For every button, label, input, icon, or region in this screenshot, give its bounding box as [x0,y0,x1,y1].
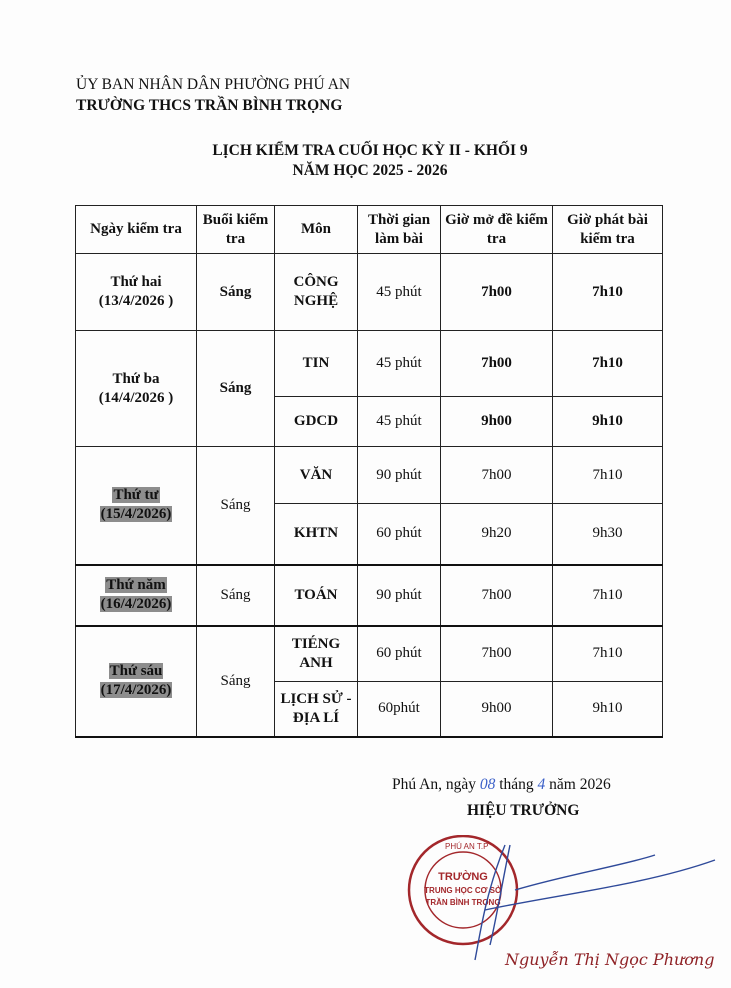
open-time: 7h00 [440,624,553,682]
session: Sáng [196,253,275,331]
subject: GDCD [274,396,358,447]
open-time: 9h00 [440,681,553,737]
table-row: Thứ tư (15/4/2026) Sáng VĂN 90 phút 7h00 … [75,446,663,565]
distribute-time: 7h10 [552,446,663,504]
signer-role: HIỆU TRƯỞNG [467,802,580,819]
open-time: 9h20 [440,503,553,565]
authority-name: ỦY BAN NHÂN DÂN PHƯỜNG PHÚ AN [76,76,351,93]
column-header: Giờ mở đề kiểm tra [440,205,553,254]
document-title: LỊCH KIỂM TRA CUỐI HỌC KỲ II - KHỐI 9 [212,142,528,159]
svg-text:TRƯỜNG: TRƯỜNG [438,870,488,883]
table-header-row: Ngày kiểm tra Buổi kiểm tra Môn Thời gia… [75,205,663,254]
duration: 90 phút [357,446,441,504]
table-row: Thứ ba (14/4/2026 ) Sáng TIN 45 phút 7h00… [75,330,663,447]
distribute-time: 9h10 [552,396,663,447]
exam-schedule-table: Ngày kiểm tra Buổi kiểm tra Môn Thời gia… [75,205,663,738]
school-year: NĂM HỌC 2025 - 2026 [292,162,448,179]
subject: KHTN [274,503,358,565]
duration: 45 phút [357,396,441,447]
column-header: Thời gian làm bài [357,205,441,254]
session: Sáng [196,446,275,565]
exam-date: Thứ năm (16/4/2026) [75,563,197,626]
place-date-line: Phú An, ngày 08 tháng 4 năm 2026 [392,776,611,793]
session: Sáng [196,330,275,447]
table-row: Thứ năm (16/4/2026) Sáng TOÁN 90 phút 7h0… [75,563,663,626]
school-name: TRƯỜNG THCS TRẦN BÌNH TRỌNG [76,97,343,114]
duration: 45 phút [357,330,441,397]
table-row: Thứ sáu (17/4/2026) Sáng TIÉNG ANH 60 phú… [75,624,663,737]
subject: TOÁN [274,563,358,626]
column-header: Giờ phát bài kiểm tra [552,205,663,254]
column-header: Buổi kiểm tra [196,205,275,254]
exam-date: Thứ sáu (17/4/2026) [75,624,197,737]
table-row: Thứ hai (13/4/2026 ) Sáng CÔNG NGHỆ 45 ph… [75,253,663,331]
duration: 60 phút [357,503,441,565]
distribute-time: 9h10 [552,681,663,737]
distribute-time: 7h10 [552,330,663,397]
open-time: 7h00 [440,446,553,504]
exam-date: Thứ hai (13/4/2026 ) [75,253,197,331]
official-stamp-and-signature: TRƯỜNG TRUNG HỌC CƠ SỞ TRẦN BÌNH TRỌNG P… [407,835,716,969]
open-time: 7h00 [440,330,553,397]
duration: 60phút [357,681,441,737]
subject: LỊCH SỬ - ĐỊA LÍ [274,681,358,737]
svg-text:TRẦN BÌNH TRỌNG: TRẦN BÌNH TRỌNG [425,897,500,907]
subject: VĂN [274,446,358,504]
distribute-time: 7h10 [552,624,663,682]
subject: TIÉNG ANH [274,624,358,682]
duration: 90 phút [357,563,441,626]
distribute-time: 7h10 [552,563,663,626]
open-time: 7h00 [440,563,553,626]
handwritten-day: 08 [479,776,496,793]
column-header: Ngày kiểm tra [75,205,197,254]
handwritten-month: 4 [537,776,546,793]
open-time: 7h00 [440,253,553,331]
session: Sáng [196,563,275,626]
svg-text:PHÚ AN T.P: PHÚ AN T.P [445,842,488,851]
column-header: Môn [274,205,358,254]
svg-text:TRUNG HỌC CƠ SỞ: TRUNG HỌC CƠ SỞ [424,886,502,895]
session: Sáng [196,624,275,737]
table-row: KHTN 60 phút 9h20 9h30 [76,503,663,565]
duration: 60 phút [357,624,441,682]
subject: TIN [274,330,358,397]
svg-text:Nguyễn Thị Ngọc Phương: Nguyễn Thị Ngọc Phương [504,950,714,969]
distribute-time: 9h30 [552,503,663,565]
distribute-time: 7h10 [552,253,663,331]
exam-date: Thứ ba (14/4/2026 ) [75,330,197,447]
table-row: GDCD 45 phút 9h00 9h10 [76,396,663,447]
exam-date: Thứ tư (15/4/2026) [75,446,197,565]
duration: 45 phút [357,253,441,331]
table-row: LỊCH SỬ - ĐỊA LÍ 60phút 9h00 9h10 [75,681,663,737]
subject: CÔNG NGHỆ [274,253,358,331]
open-time: 9h00 [440,396,553,447]
